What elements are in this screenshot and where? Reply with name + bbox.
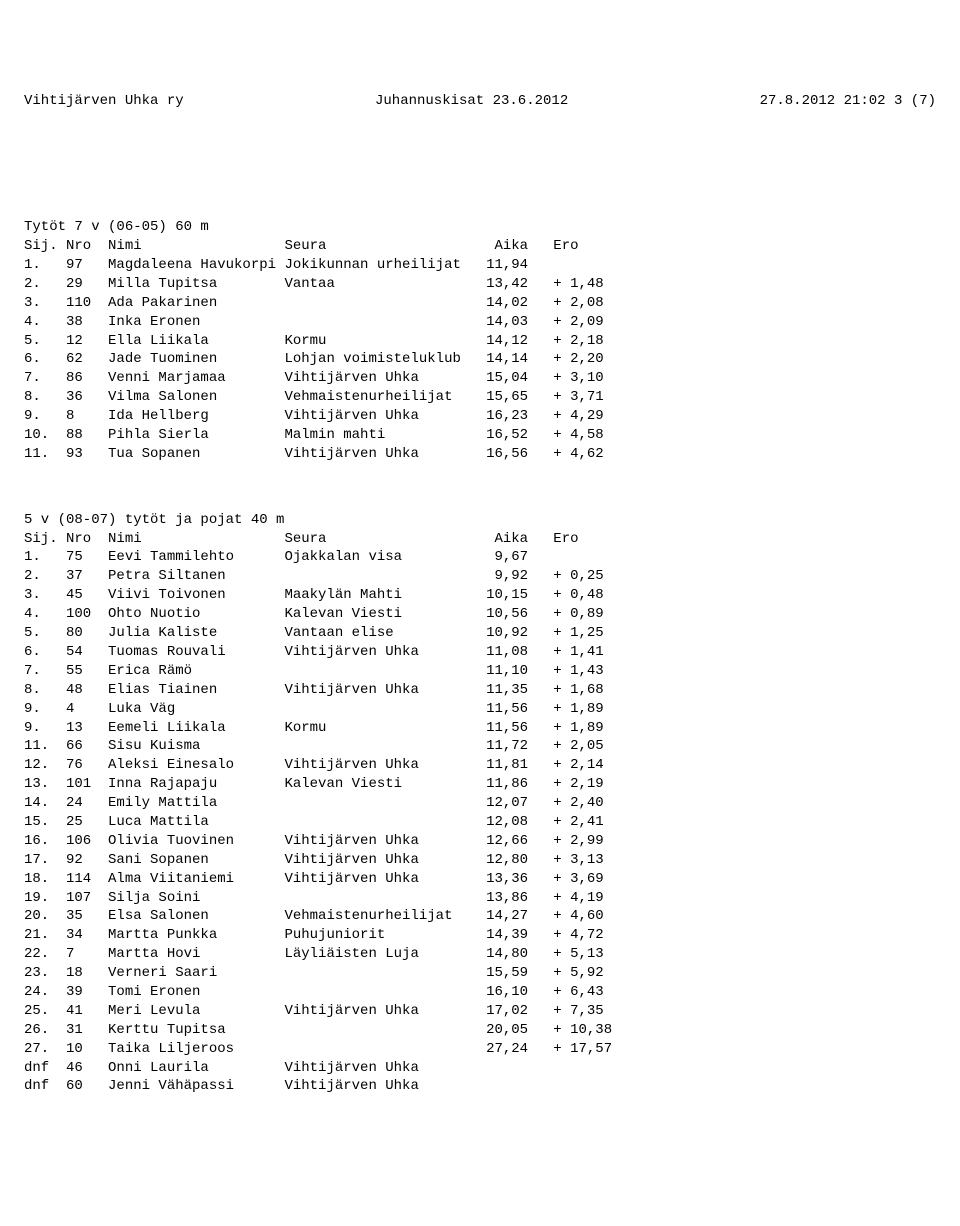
result-row: 22. 7 Martta Hovi Läyliäisten Luja 14,80… [24, 945, 936, 964]
result-row: 5. 12 Ella Liikala Kormu 14,12 + 2,18 [24, 332, 936, 351]
result-row: 9. 8 Ida Hellberg Vihtijärven Uhka 16,23… [24, 407, 936, 426]
result-row: 4. 100 Ohto Nuotio Kalevan Viesti 10,56 … [24, 605, 936, 624]
results-container: Tytöt 7 v (06-05) 60 mSij. Nro Nimi Seur… [24, 218, 936, 1115]
header-org: Vihtijärven Uhka ry [24, 92, 184, 111]
result-row: 4. 38 Inka Eronen 14,03 + 2,09 [24, 313, 936, 332]
section-title: 5 v (08-07) tytöt ja pojat 40 m [24, 511, 936, 530]
section-spacer [24, 464, 936, 483]
result-row: 20. 35 Elsa Salonen Vehmaistenurheilijat… [24, 907, 936, 926]
result-row: 21. 34 Martta Punkka Puhujuniorit 14,39 … [24, 926, 936, 945]
result-row: 6. 62 Jade Tuominen Lohjan voimisteluklu… [24, 350, 936, 369]
result-row: dnf 46 Onni Laurila Vihtijärven Uhka [24, 1059, 936, 1078]
result-row: 10. 88 Pihla Sierla Malmin mahti 16,52 +… [24, 426, 936, 445]
result-row: 15. 25 Luca Mattila 12,08 + 2,41 [24, 813, 936, 832]
result-row: 18. 114 Alma Viitaniemi Vihtijärven Uhka… [24, 870, 936, 889]
result-row: 13. 101 Inna Rajapaju Kalevan Viesti 11,… [24, 775, 936, 794]
section-spacer [24, 1096, 936, 1115]
column-header: Sij. Nro Nimi Seura Aika Ero [24, 530, 936, 549]
result-row: dnf 60 Jenni Vähäpassi Vihtijärven Uhka [24, 1077, 936, 1096]
result-row: 3. 45 Viivi Toivonen Maakylän Mahti 10,1… [24, 586, 936, 605]
result-row: 6. 54 Tuomas Rouvali Vihtijärven Uhka 11… [24, 643, 936, 662]
result-row: 8. 36 Vilma Salonen Vehmaistenurheilijat… [24, 388, 936, 407]
result-row: 7. 86 Venni Marjamaa Vihtijärven Uhka 15… [24, 369, 936, 388]
result-row: 2. 37 Petra Siltanen 9,92 + 0,25 [24, 567, 936, 586]
section-title: Tytöt 7 v (06-05) 60 m [24, 218, 936, 237]
result-row: 7. 55 Erica Rämö 11,10 + 1,43 [24, 662, 936, 681]
result-row: 12. 76 Aleksi Einesalo Vihtijärven Uhka … [24, 756, 936, 775]
result-row: 16. 106 Olivia Tuovinen Vihtijärven Uhka… [24, 832, 936, 851]
result-row: 1. 75 Eevi Tammilehto Ojakkalan visa 9,6… [24, 548, 936, 567]
column-header: Sij. Nro Nimi Seura Aika Ero [24, 237, 936, 256]
result-row: 5. 80 Julia Kaliste Vantaan elise 10,92 … [24, 624, 936, 643]
header-timestamp: 27.8.2012 21:02 3 (7) [760, 92, 936, 111]
result-row: 17. 92 Sani Sopanen Vihtijärven Uhka 12,… [24, 851, 936, 870]
result-row: 11. 66 Sisu Kuisma 11,72 + 2,05 [24, 737, 936, 756]
result-row: 1. 97 Magdaleena Havukorpi Jokikunnan ur… [24, 256, 936, 275]
result-row: 9. 4 Luka Väg 11,56 + 1,89 [24, 700, 936, 719]
result-row: 2. 29 Milla Tupitsa Vantaa 13,42 + 1,48 [24, 275, 936, 294]
result-row: 27. 10 Taika Liljeroos 27,24 + 17,57 [24, 1040, 936, 1059]
result-row: 9. 13 Eemeli Liikala Kormu 11,56 + 1,89 [24, 719, 936, 738]
result-row: 26. 31 Kerttu Tupitsa 20,05 + 10,38 [24, 1021, 936, 1040]
result-row: 24. 39 Tomi Eronen 16,10 + 6,43 [24, 983, 936, 1002]
result-row: 25. 41 Meri Levula Vihtijärven Uhka 17,0… [24, 1002, 936, 1021]
result-row: 19. 107 Silja Soini 13,86 + 4,19 [24, 889, 936, 908]
result-row: 14. 24 Emily Mattila 12,07 + 2,40 [24, 794, 936, 813]
result-row: 8. 48 Elias Tiainen Vihtijärven Uhka 11,… [24, 681, 936, 700]
result-row: 11. 93 Tua Sopanen Vihtijärven Uhka 16,5… [24, 445, 936, 464]
header-event: Juhannuskisat 23.6.2012 [375, 92, 568, 111]
page-header: Vihtijärven Uhka ry Juhannuskisat 23.6.2… [24, 92, 936, 111]
result-row: 3. 110 Ada Pakarinen 14,02 + 2,08 [24, 294, 936, 313]
result-row: 23. 18 Verneri Saari 15,59 + 5,92 [24, 964, 936, 983]
